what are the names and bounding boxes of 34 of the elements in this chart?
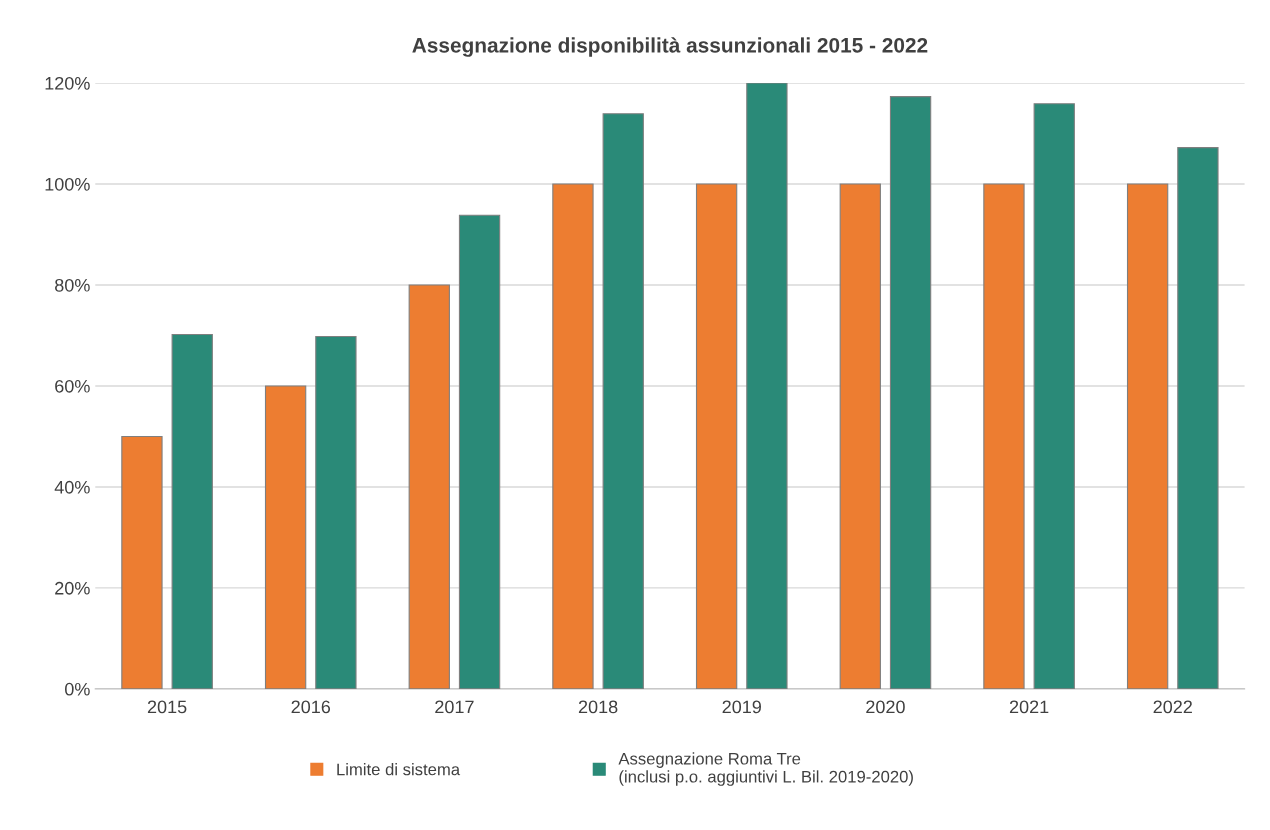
bar bbox=[602, 113, 644, 689]
x-tick-label: 2015 bbox=[147, 700, 187, 714]
y-tick-label: 20% bbox=[55, 581, 90, 595]
y-tick-label: 100% bbox=[45, 177, 90, 191]
legend-label: Assegnazione Roma Tre (inclusi p.o. aggiuntivi L. Bil. 2019-2020) bbox=[618, 752, 913, 786]
bar bbox=[408, 284, 450, 689]
bar bbox=[889, 96, 932, 689]
x-tick-label: 2019 bbox=[722, 700, 761, 714]
x-tick-label: 2021 bbox=[1009, 700, 1049, 714]
bar bbox=[746, 83, 788, 689]
y-tick-label: 40% bbox=[54, 480, 90, 494]
bar bbox=[1126, 183, 1169, 689]
x-tick-label: 2022 bbox=[1153, 700, 1192, 714]
bar bbox=[695, 183, 738, 689]
bar bbox=[983, 183, 1025, 689]
x-tick-label: 2016 bbox=[291, 700, 331, 714]
x-tick-label: 2017 bbox=[435, 700, 474, 714]
legend-label: Limite di sistema bbox=[337, 763, 461, 776]
y-tick-label: 0% bbox=[65, 682, 90, 696]
x-tick-label: 2020 bbox=[866, 700, 905, 714]
chart-title: Assegnazione disponibilità assunzionali 2015 - 2022 bbox=[412, 37, 928, 57]
bar bbox=[1177, 147, 1219, 689]
y-tick-label: 120% bbox=[45, 76, 90, 90]
bar bbox=[121, 435, 163, 689]
y-tick-label: 80% bbox=[55, 278, 90, 292]
bar bbox=[1033, 103, 1075, 689]
x-tick-label: 2018 bbox=[578, 700, 618, 714]
bar bbox=[171, 333, 213, 689]
y-tick-label: 60% bbox=[55, 379, 90, 393]
bar bbox=[315, 335, 357, 689]
bar bbox=[458, 214, 501, 689]
bar bbox=[552, 183, 594, 689]
bar bbox=[839, 183, 881, 689]
bar bbox=[264, 385, 307, 689]
